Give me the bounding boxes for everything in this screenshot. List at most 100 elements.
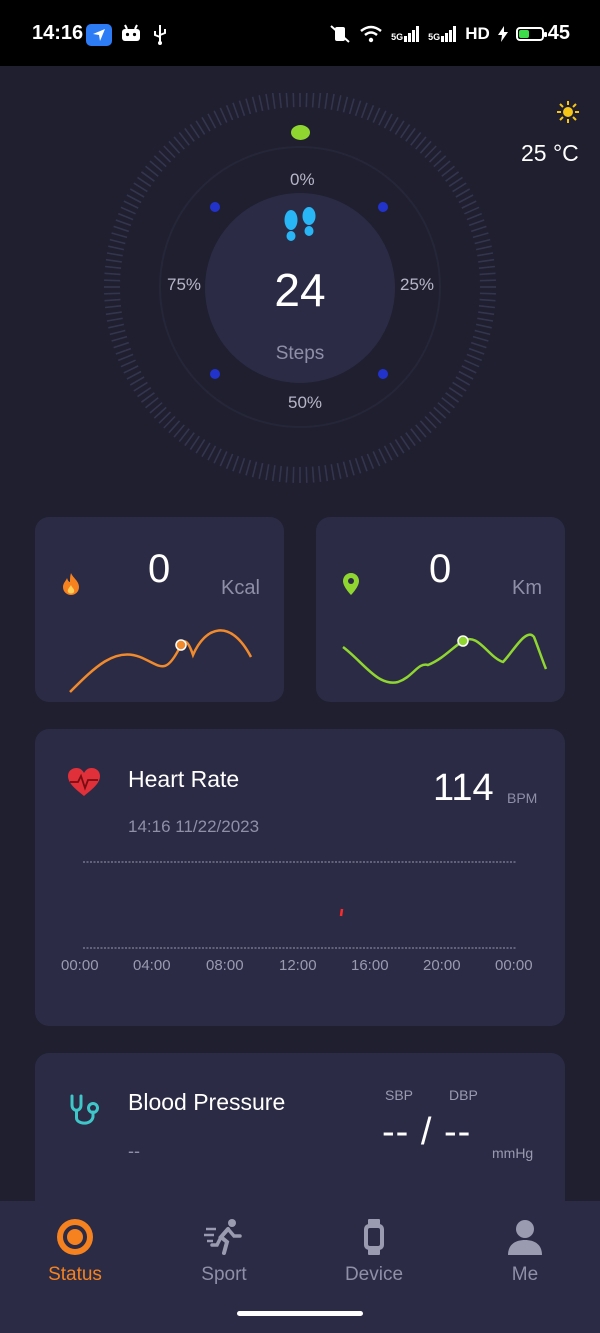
ring-tick [117,353,134,362]
ring-tick [105,311,122,316]
ring-tick [245,98,252,115]
ring-tick [104,292,121,295]
ring-tick [479,292,496,295]
ring-tick [178,132,190,146]
progress-label-50: 50% [288,393,323,412]
home-indicator[interactable] [237,1311,363,1316]
ring-tick [225,104,234,121]
ring-tick [104,279,121,282]
ring-tick [153,406,167,419]
ring-tick [104,272,121,276]
ring-tick [311,466,315,483]
ring-tick [109,238,126,245]
ring-tick [475,323,492,329]
ring-tick [163,415,176,429]
ring-tick [428,411,442,424]
progress-label-0: 0% [290,170,315,189]
ring-tick [225,453,234,470]
battery: 45 [515,22,570,45]
x-tick-label: 16:00 [351,957,389,974]
navigation-notification-icon [86,24,112,46]
signal-icon-2: 5G [428,25,457,42]
person-icon [465,1217,585,1257]
ring-tick [383,445,393,461]
ring-tick [140,392,155,403]
ring-tick [189,124,200,139]
ring-tick [478,265,495,269]
ring-tick [452,381,467,392]
ring-marker-dot [378,369,388,379]
ring-tick [448,387,463,398]
heart-rate-card[interactable]: Heart Rate 14:16 11/22/2023 114 BPM 00:0… [35,729,565,1026]
ring-marker-dot [210,202,220,212]
ring-tick [479,298,496,302]
sbp-label: SBP [385,1087,414,1103]
ring-tick [394,120,405,135]
blood-pressure-subtitle: -- [128,1141,140,1161]
ring-tick [105,265,122,269]
ring-tick [219,107,228,123]
ring-tick [106,317,123,322]
ring-tick [336,462,342,479]
ring-tick [400,124,411,139]
x-tick-label: 00:00 [495,957,533,974]
nav-sport[interactable]: Sport [164,1217,284,1286]
calories-card[interactable]: 0 Kcal [35,517,284,702]
x-tick-label: 12:00 [279,957,317,974]
ring-tick [378,448,387,464]
ring-tick [477,252,494,257]
usb-icon [152,23,168,50]
ring-tick [265,464,270,481]
ring-tick [126,370,142,380]
heart-rate-chart [83,861,517,949]
ring-tick [318,465,322,482]
ring-tick [405,127,416,142]
ring-tick [195,120,206,135]
ring-tick [158,411,172,424]
ring-tick [455,188,471,198]
ring-tick [115,219,132,227]
ring-tick [400,435,411,450]
steps-progress-ring[interactable]: 24 Steps 0% 25% 50% 75% [100,93,500,487]
ring-tick [354,457,362,474]
nav-status[interactable]: Status [15,1217,135,1286]
nav-sport-label: Sport [201,1264,247,1285]
nav-device[interactable]: Device [314,1217,434,1286]
ring-tick [115,347,132,355]
ring-tick [318,93,322,109]
ring-tick [113,341,130,349]
ring-tick [433,406,447,419]
ring-tick [360,102,368,119]
ring-tick [464,359,480,368]
ring-tick [245,459,252,476]
ring-tick [251,461,258,478]
flame-icon [60,572,82,601]
ring-tick [149,402,163,414]
heart-rate-title: Heart Rate [128,766,240,792]
ring-tick [437,402,451,414]
ring-marker-dot [210,369,220,379]
ring-tick [428,150,442,163]
ring-tick [441,165,455,177]
ring-tick [354,100,362,117]
ring-tick [178,428,190,442]
ring-tick [213,448,222,464]
battery-level: 45 [547,22,570,44]
ring-tick [163,145,176,159]
ring-tick [366,104,375,121]
distance-card[interactable]: 0 Km [316,517,565,702]
ring-tick [137,387,152,398]
ring-tick [424,415,437,429]
ring-tick [466,353,483,362]
ring-tick [140,171,155,182]
nav-status-label: Status [48,1264,102,1285]
status-indicators: 5G 5G HD 45 [329,22,570,45]
ring-tick [445,171,460,182]
distance-value: 0 [429,547,452,591]
status-time: 14:16 [32,22,84,44]
heart-rate-value: 114 [433,767,494,809]
nav-me[interactable]: Me [465,1217,585,1286]
ring-tick [419,140,432,154]
steps-inner-circle [205,193,395,383]
ring-tick [111,335,128,342]
